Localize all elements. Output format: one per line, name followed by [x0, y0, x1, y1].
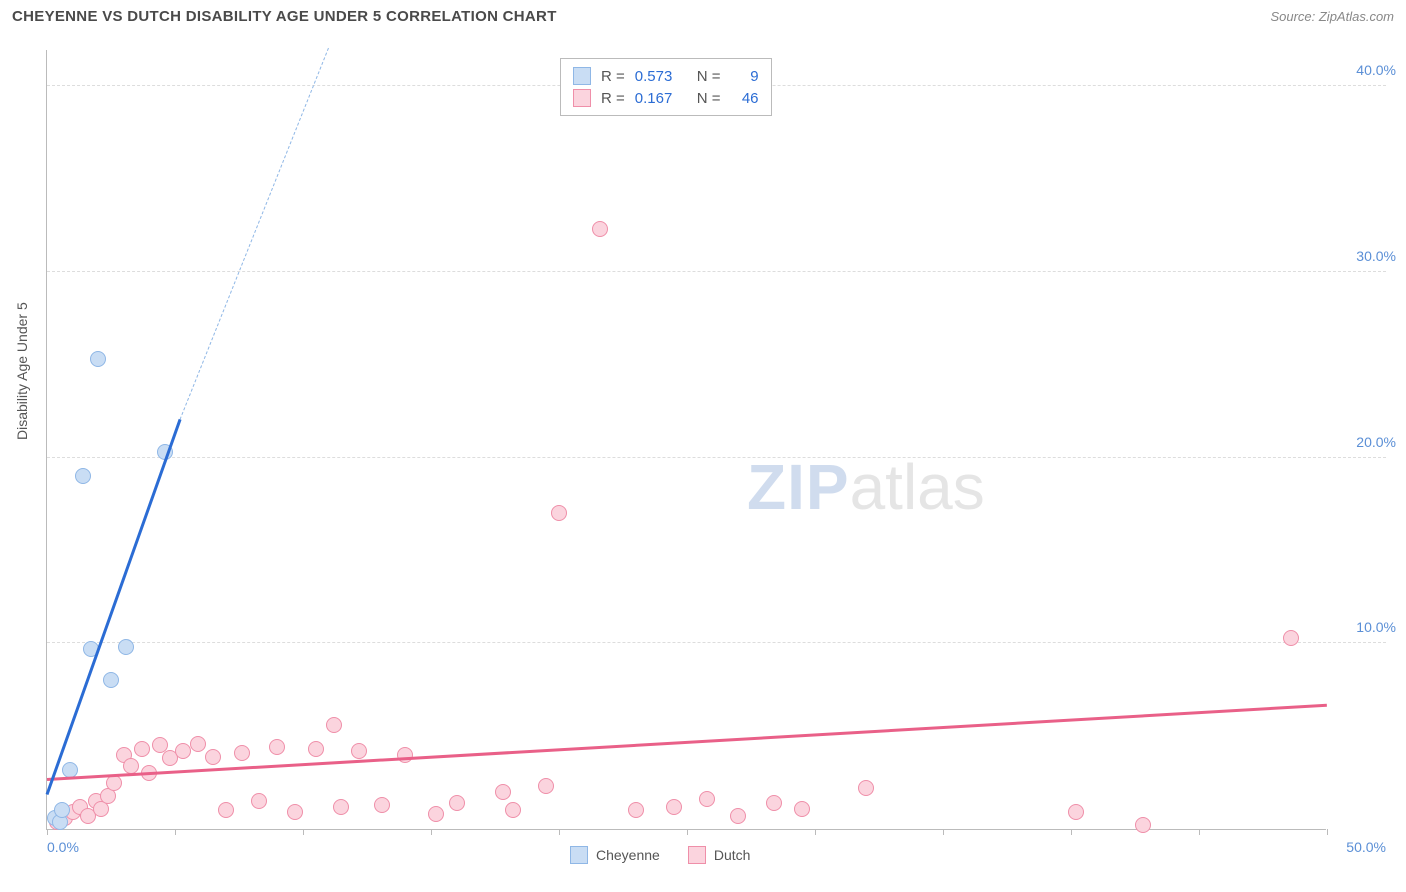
- watermark-zip: ZIP: [747, 451, 850, 523]
- dutch-point: [1068, 804, 1084, 820]
- legend-label: Cheyenne: [596, 847, 660, 863]
- n-label: N =: [697, 90, 721, 107]
- dutch-point: [538, 778, 554, 794]
- cheyenne-point: [103, 672, 119, 688]
- legend-swatch-dutch: [573, 89, 591, 107]
- dutch-point: [374, 797, 390, 813]
- y-tick-label: 30.0%: [1356, 248, 1396, 264]
- scatter-chart: ZIPatlas 10.0%20.0%30.0%40.0%0.0%50.0%: [46, 50, 1326, 830]
- dutch-point: [134, 741, 150, 757]
- x-tick: [47, 829, 48, 835]
- chart-header: CHEYENNE VS DUTCH DISABILITY AGE UNDER 5…: [0, 0, 1406, 29]
- regression-line: [180, 48, 329, 420]
- dutch-point: [505, 802, 521, 818]
- legend-item-dutch: Dutch: [688, 846, 751, 864]
- regression-line: [47, 703, 1327, 780]
- dutch-point: [251, 793, 267, 809]
- dutch-point: [190, 736, 206, 752]
- r-value: 0.573: [635, 68, 687, 85]
- gridline: [47, 271, 1386, 272]
- dutch-point: [495, 784, 511, 800]
- x-tick: [943, 829, 944, 835]
- dutch-point: [858, 780, 874, 796]
- gridline: [47, 642, 1386, 643]
- dutch-point: [287, 804, 303, 820]
- dutch-point: [449, 795, 465, 811]
- watermark: ZIPatlas: [747, 450, 985, 524]
- x-tick: [815, 829, 816, 835]
- n-value: 9: [731, 68, 759, 85]
- dutch-point: [234, 745, 250, 761]
- legend-row-cheyenne: R = 0.573 N = 9: [573, 65, 759, 87]
- dutch-point: [551, 505, 567, 521]
- chart-title: CHEYENNE VS DUTCH DISABILITY AGE UNDER 5…: [12, 8, 557, 25]
- dutch-point: [175, 743, 191, 759]
- dutch-point: [205, 749, 221, 765]
- dutch-point: [351, 743, 367, 759]
- correlation-legend: R = 0.573 N = 9 R = 0.167 N = 46: [560, 58, 772, 116]
- dutch-point: [218, 802, 234, 818]
- dutch-point: [1283, 630, 1299, 646]
- x-tick: [175, 829, 176, 835]
- legend-item-cheyenne: Cheyenne: [570, 846, 660, 864]
- dutch-point: [628, 802, 644, 818]
- legend-swatch-dutch: [688, 846, 706, 864]
- legend-swatch-cheyenne: [573, 67, 591, 85]
- cheyenne-point: [75, 468, 91, 484]
- x-max-label: 50.0%: [1346, 839, 1386, 855]
- dutch-point: [1135, 817, 1151, 833]
- dutch-point: [730, 808, 746, 824]
- y-tick-label: 10.0%: [1356, 619, 1396, 635]
- y-axis-title: Disability Age Under 5: [14, 302, 30, 440]
- dutch-point: [428, 806, 444, 822]
- dutch-point: [308, 741, 324, 757]
- r-value: 0.167: [635, 90, 687, 107]
- source-attribution: Source: ZipAtlas.com: [1270, 9, 1394, 24]
- dutch-point: [699, 791, 715, 807]
- dutch-point: [766, 795, 782, 811]
- legend-label: Dutch: [714, 847, 751, 863]
- cheyenne-point: [62, 762, 78, 778]
- x-min-label: 0.0%: [47, 839, 79, 855]
- y-tick-label: 40.0%: [1356, 62, 1396, 78]
- cheyenne-point: [90, 351, 106, 367]
- dutch-point: [794, 801, 810, 817]
- watermark-atlas: atlas: [850, 451, 985, 523]
- x-tick: [303, 829, 304, 835]
- dutch-point: [592, 221, 608, 237]
- x-tick: [559, 829, 560, 835]
- dutch-point: [333, 799, 349, 815]
- legend-swatch-cheyenne: [570, 846, 588, 864]
- cheyenne-point: [118, 639, 134, 655]
- gridline: [47, 457, 1386, 458]
- x-tick: [1071, 829, 1072, 835]
- x-tick: [431, 829, 432, 835]
- x-tick: [687, 829, 688, 835]
- r-label: R =: [601, 68, 625, 85]
- x-tick: [1327, 829, 1328, 835]
- n-value: 46: [731, 90, 759, 107]
- dutch-point: [123, 758, 139, 774]
- x-tick: [1199, 829, 1200, 835]
- dutch-point: [326, 717, 342, 733]
- legend-row-dutch: R = 0.167 N = 46: [573, 87, 759, 109]
- n-label: N =: [697, 68, 721, 85]
- cheyenne-point: [54, 802, 70, 818]
- series-legend: Cheyenne Dutch: [570, 846, 750, 864]
- y-tick-label: 20.0%: [1356, 434, 1396, 450]
- r-label: R =: [601, 90, 625, 107]
- dutch-point: [269, 739, 285, 755]
- dutch-point: [666, 799, 682, 815]
